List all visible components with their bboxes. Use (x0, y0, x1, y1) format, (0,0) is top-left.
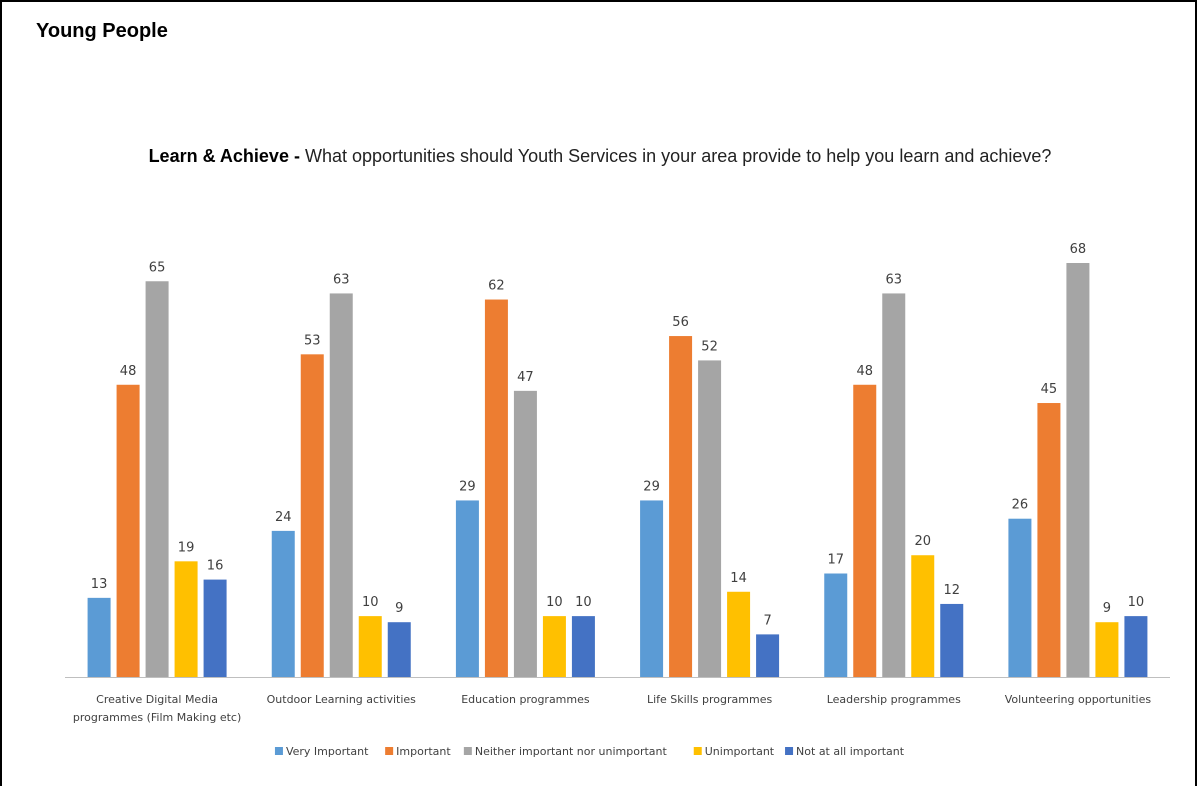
x-tick-label: Leadership programmes (827, 693, 961, 706)
legend-swatch (463, 747, 472, 755)
chart-title-question: What opportunities should Youth Services… (299, 146, 1052, 166)
data-label: 56 (672, 315, 689, 330)
bar-unimportant-6 (1095, 622, 1119, 677)
data-label: 24 (275, 510, 292, 525)
data-label: 12 (943, 583, 960, 598)
data-label: 9 (395, 601, 403, 616)
bar-neither-important-nor-unimportant-1 (145, 281, 169, 677)
bar-unimportant-5 (911, 555, 935, 677)
data-label: 13 (91, 577, 108, 592)
bar-important-2 (300, 354, 324, 677)
data-label: 10 (575, 595, 592, 610)
data-label: 63 (333, 272, 350, 287)
data-label: 9 (1103, 601, 1111, 616)
x-tick-label: Life Skills programmes (647, 693, 773, 706)
legend-label: Neither important nor unimportant (475, 745, 668, 758)
bar-very-important-2 (271, 530, 295, 677)
bar-very-important-3 (455, 500, 479, 677)
bar-unimportant-3 (542, 616, 566, 677)
bar-not-at-all-important-3 (571, 616, 595, 677)
data-label: 62 (488, 279, 505, 294)
data-label: 29 (459, 479, 476, 494)
data-label: 53 (304, 333, 321, 348)
bar-important-5 (853, 384, 877, 677)
data-label: 17 (827, 553, 844, 568)
bar-not-at-all-important-2 (387, 622, 411, 677)
data-label: 20 (914, 534, 931, 549)
data-label: 26 (1012, 498, 1029, 513)
legend-swatch (693, 747, 702, 755)
data-label: 65 (149, 260, 166, 275)
bar-unimportant-1 (174, 561, 198, 677)
data-label: 14 (730, 571, 747, 586)
bar-important-6 (1037, 403, 1061, 677)
legend-label: Very Important (286, 745, 369, 758)
legend-swatch (385, 747, 394, 755)
data-label: 16 (207, 559, 224, 574)
data-label: 47 (517, 370, 534, 385)
legend-label: Unimportant (705, 745, 775, 758)
bar-very-important-4 (640, 500, 664, 677)
bar-neither-important-nor-unimportant-5 (882, 293, 906, 677)
bar-important-4 (669, 336, 693, 677)
legend-label: Important (396, 745, 451, 758)
x-tick-label: Education programmes (461, 693, 590, 706)
bar-neither-important-nor-unimportant-3 (513, 390, 537, 677)
data-label: 63 (885, 272, 902, 287)
data-label: 48 (856, 364, 873, 379)
data-label: 68 (1070, 242, 1087, 257)
bar-very-important-6 (1008, 518, 1032, 677)
bar-neither-important-nor-unimportant-2 (329, 293, 353, 677)
bar-unimportant-2 (358, 616, 382, 677)
legend-swatch (785, 747, 794, 755)
bar-not-at-all-important-1 (203, 579, 227, 677)
x-tick-label: Outdoor Learning activities (267, 693, 417, 706)
bar-important-1 (116, 384, 140, 677)
bar-neither-important-nor-unimportant-4 (698, 360, 722, 677)
legend-label: Not at all important (796, 745, 905, 758)
data-label: 19 (178, 540, 195, 555)
data-label: 10 (546, 595, 563, 610)
bar-not-at-all-important-6 (1124, 616, 1148, 677)
data-label: 29 (643, 479, 660, 494)
legend-swatch (274, 747, 283, 755)
section-heading: Young People (36, 20, 168, 42)
bar-not-at-all-important-5 (940, 603, 964, 677)
data-label: 52 (701, 339, 718, 354)
data-label: 7 (763, 613, 771, 628)
x-tick-label: programmes (Film Making etc) (73, 711, 241, 724)
data-label: 10 (1128, 595, 1145, 610)
bar-not-at-all-important-4 (756, 634, 780, 677)
x-tick-label: Volunteering opportunities (1005, 693, 1152, 706)
x-tick-label: Creative Digital Media (96, 693, 218, 706)
data-label: 45 (1041, 382, 1058, 397)
chart-title-bold: Learn & Achieve - (148, 146, 300, 166)
bar-neither-important-nor-unimportant-6 (1066, 263, 1090, 677)
bar-very-important-5 (824, 573, 848, 677)
chart-title: Learn & Achieve - What opportunities sho… (120, 144, 1080, 169)
bar-unimportant-4 (727, 591, 751, 677)
bar-important-3 (484, 299, 508, 677)
bar-very-important-1 (87, 597, 111, 677)
data-label: 10 (362, 595, 379, 610)
data-label: 48 (120, 364, 137, 379)
